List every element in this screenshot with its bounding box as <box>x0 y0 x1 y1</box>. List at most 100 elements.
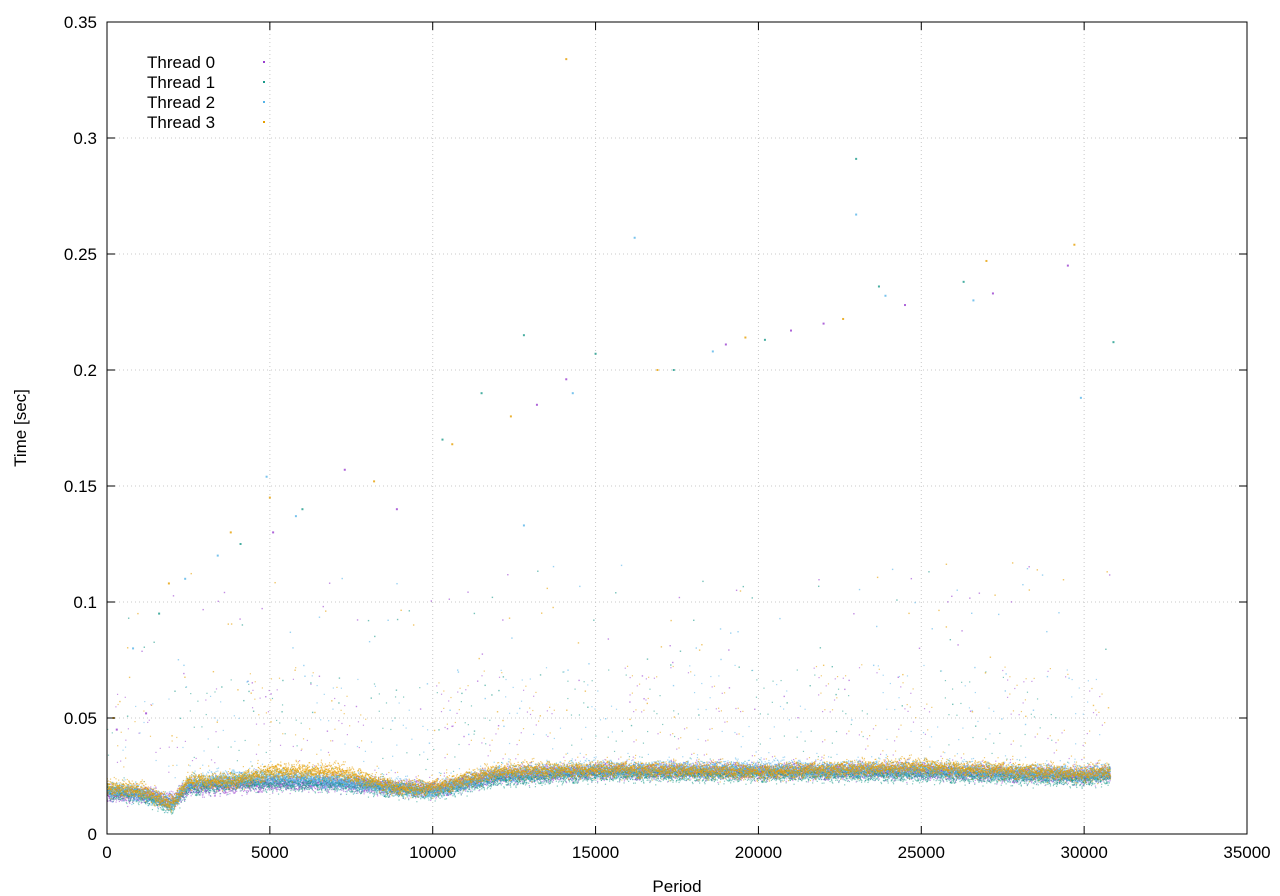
data-point <box>297 789 298 790</box>
data-point <box>269 690 270 691</box>
data-point <box>296 788 297 789</box>
data-point <box>241 795 242 796</box>
data-point <box>202 797 203 798</box>
data-point <box>196 758 197 759</box>
data-point <box>314 765 315 766</box>
data-point <box>318 792 319 793</box>
data-point <box>268 711 269 712</box>
data-point <box>294 790 295 791</box>
data-point <box>272 787 273 788</box>
data-point <box>252 707 253 708</box>
plot-points <box>106 58 1114 814</box>
data-point <box>299 760 300 761</box>
data-point <box>107 800 108 801</box>
data-point <box>227 792 228 793</box>
data-point <box>156 788 157 789</box>
series-0-points <box>106 265 1111 811</box>
data-point <box>116 799 117 800</box>
data-point <box>111 801 112 802</box>
data-point <box>208 794 209 795</box>
data-point <box>203 794 204 795</box>
data-point <box>147 722 148 723</box>
data-point <box>252 690 253 691</box>
data-point <box>127 806 128 807</box>
data-point <box>129 803 130 804</box>
data-point <box>125 740 126 741</box>
data-point <box>264 723 265 724</box>
data-point <box>246 794 247 795</box>
data-point <box>229 791 230 792</box>
data-point <box>168 794 169 795</box>
data-point <box>241 790 242 791</box>
data-point <box>150 786 151 787</box>
data-point <box>276 791 277 792</box>
data-point <box>256 789 257 790</box>
data-point <box>226 792 227 793</box>
data-point <box>254 790 255 791</box>
data-point <box>211 759 212 760</box>
data-point <box>155 786 156 787</box>
data-point <box>277 789 278 790</box>
data-point <box>177 747 178 748</box>
data-point <box>115 706 116 707</box>
data-point <box>167 792 168 793</box>
data-point <box>203 792 204 793</box>
data-point <box>128 728 129 729</box>
data-point <box>317 788 318 789</box>
data-point <box>192 760 193 761</box>
data-point <box>160 748 161 749</box>
data-point <box>293 746 294 747</box>
data-point <box>256 724 257 725</box>
data-point <box>185 741 186 742</box>
data-point <box>260 698 261 699</box>
data-point <box>220 796 221 797</box>
data-point <box>235 791 236 792</box>
data-point <box>260 790 261 791</box>
data-point <box>171 791 172 792</box>
data-point <box>187 795 188 796</box>
data-point <box>282 791 283 792</box>
data-point <box>219 789 220 790</box>
data-point <box>126 800 127 801</box>
data-point <box>234 792 235 793</box>
data-point <box>267 789 268 790</box>
data-point <box>117 762 118 763</box>
data-point <box>177 788 178 789</box>
data-point <box>225 790 226 791</box>
data-point <box>116 801 117 802</box>
data-point <box>155 752 156 753</box>
data-point <box>280 745 281 746</box>
data-point <box>120 760 121 761</box>
data-point <box>215 731 216 732</box>
data-point <box>205 699 206 700</box>
data-point <box>172 791 173 792</box>
data-point <box>144 800 145 801</box>
data-point <box>216 688 217 689</box>
data-point <box>229 793 230 794</box>
grid <box>107 22 1247 834</box>
data-point <box>117 694 118 695</box>
data-point <box>119 801 120 802</box>
data-point <box>262 790 263 791</box>
data-point <box>233 792 234 793</box>
data-point <box>214 762 215 763</box>
data-point <box>149 720 150 721</box>
data-point <box>236 791 237 792</box>
data-point <box>125 697 126 698</box>
data-point <box>314 787 315 788</box>
data-point <box>301 750 302 751</box>
data-point <box>181 801 182 802</box>
data-point <box>304 789 305 790</box>
data-point <box>262 792 263 793</box>
data-point <box>168 772 169 773</box>
data-point <box>204 797 205 798</box>
data-point <box>277 689 278 690</box>
data-point <box>215 795 216 796</box>
data-point <box>244 790 245 791</box>
data-point <box>258 791 259 792</box>
data-point <box>259 791 260 792</box>
data-point <box>256 754 257 755</box>
data-point <box>290 793 291 794</box>
data-point <box>246 790 247 791</box>
